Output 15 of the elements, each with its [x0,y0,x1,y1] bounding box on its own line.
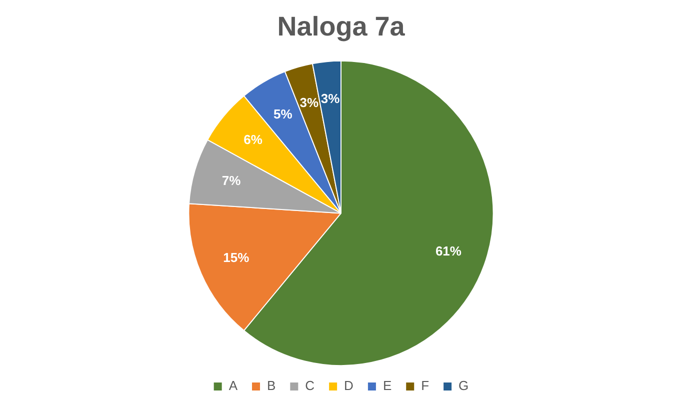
legend-label: E [382,378,392,394]
chart-title: Naloga 7a [277,12,406,42]
data-label: 3% [320,91,340,106]
legend-label: G [458,378,469,394]
data-label: 6% [244,132,263,147]
data-label: 61% [435,243,462,258]
legend-label: C [305,378,315,394]
legend-label: F [421,378,430,394]
legend-label: D [344,378,354,394]
data-label: 7% [222,172,242,188]
data-label: 3% [300,95,319,110]
legend-label: A [228,378,238,394]
legend-label: B [267,378,276,394]
data-label: 5% [273,106,293,122]
data-label: 15% [223,250,250,266]
